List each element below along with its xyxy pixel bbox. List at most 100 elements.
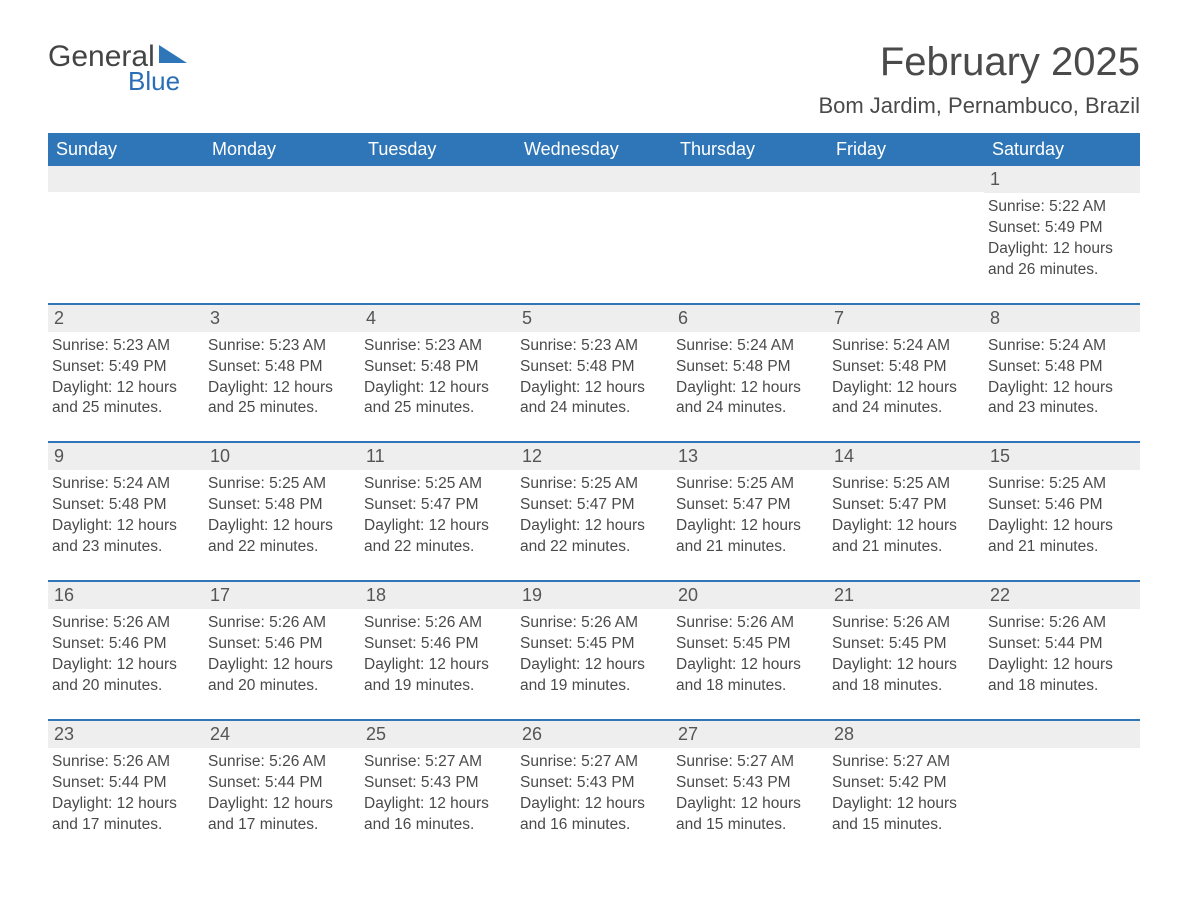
sunrise-text: Sunrise: 5:26 AM [52, 613, 198, 634]
day-cell [672, 166, 828, 285]
day-number: 23 [48, 721, 204, 748]
sunset-text: Sunset: 5:46 PM [208, 634, 354, 655]
day-content: Sunrise: 5:26 AMSunset: 5:45 PMDaylight:… [672, 609, 828, 701]
sunrise-text: Sunrise: 5:26 AM [676, 613, 822, 634]
week-row: 1Sunrise: 5:22 AMSunset: 5:49 PMDaylight… [48, 166, 1140, 285]
day-content: Sunrise: 5:25 AMSunset: 5:48 PMDaylight:… [204, 470, 360, 562]
sunrise-text: Sunrise: 5:23 AM [208, 336, 354, 357]
day-content: Sunrise: 5:26 AMSunset: 5:46 PMDaylight:… [204, 609, 360, 701]
sunrise-text: Sunrise: 5:23 AM [364, 336, 510, 357]
day-number: 5 [516, 305, 672, 332]
daylight-text: Daylight: 12 hours and 16 minutes. [520, 794, 666, 836]
sunrise-text: Sunrise: 5:24 AM [832, 336, 978, 357]
empty-day [516, 166, 672, 192]
title-block: February 2025 Bom Jardim, Pernambuco, Br… [818, 40, 1140, 119]
sunset-text: Sunset: 5:46 PM [52, 634, 198, 655]
month-title: February 2025 [818, 40, 1140, 85]
sunrise-text: Sunrise: 5:26 AM [208, 613, 354, 634]
sunrise-text: Sunrise: 5:25 AM [520, 474, 666, 495]
sunrise-text: Sunrise: 5:26 AM [988, 613, 1134, 634]
header: General Blue February 2025 Bom Jardim, P… [48, 40, 1140, 119]
day-number: 19 [516, 582, 672, 609]
day-number: 25 [360, 721, 516, 748]
day-number: 28 [828, 721, 984, 748]
day-number: 3 [204, 305, 360, 332]
day-content: Sunrise: 5:26 AMSunset: 5:44 PMDaylight:… [204, 748, 360, 840]
week-row: 9Sunrise: 5:24 AMSunset: 5:48 PMDaylight… [48, 441, 1140, 562]
sunset-text: Sunset: 5:44 PM [208, 773, 354, 794]
day-content: Sunrise: 5:26 AMSunset: 5:46 PMDaylight:… [360, 609, 516, 701]
weeks-container: 1Sunrise: 5:22 AMSunset: 5:49 PMDaylight… [48, 166, 1140, 839]
day-content: Sunrise: 5:27 AMSunset: 5:43 PMDaylight:… [672, 748, 828, 840]
day-cell: 23Sunrise: 5:26 AMSunset: 5:44 PMDayligh… [48, 721, 204, 840]
empty-day [672, 166, 828, 192]
weekday-tuesday: Tuesday [360, 133, 516, 166]
sunset-text: Sunset: 5:46 PM [364, 634, 510, 655]
sunrise-text: Sunrise: 5:27 AM [832, 752, 978, 773]
day-number: 12 [516, 443, 672, 470]
daylight-text: Daylight: 12 hours and 24 minutes. [676, 378, 822, 420]
day-cell: 11Sunrise: 5:25 AMSunset: 5:47 PMDayligh… [360, 443, 516, 562]
sunrise-text: Sunrise: 5:26 AM [520, 613, 666, 634]
daylight-text: Daylight: 12 hours and 18 minutes. [676, 655, 822, 697]
logo: General Blue [48, 40, 187, 97]
day-cell [204, 166, 360, 285]
sunrise-text: Sunrise: 5:24 AM [676, 336, 822, 357]
sunset-text: Sunset: 5:43 PM [520, 773, 666, 794]
sunrise-text: Sunrise: 5:27 AM [364, 752, 510, 773]
sunrise-text: Sunrise: 5:26 AM [364, 613, 510, 634]
daylight-text: Daylight: 12 hours and 15 minutes. [832, 794, 978, 836]
sunset-text: Sunset: 5:43 PM [364, 773, 510, 794]
sunset-text: Sunset: 5:49 PM [988, 218, 1134, 239]
day-cell: 19Sunrise: 5:26 AMSunset: 5:45 PMDayligh… [516, 582, 672, 701]
day-number: 24 [204, 721, 360, 748]
sunset-text: Sunset: 5:48 PM [364, 357, 510, 378]
day-cell: 1Sunrise: 5:22 AMSunset: 5:49 PMDaylight… [984, 166, 1140, 285]
day-cell: 15Sunrise: 5:25 AMSunset: 5:46 PMDayligh… [984, 443, 1140, 562]
logo-triangle-icon [159, 45, 187, 68]
day-content: Sunrise: 5:27 AMSunset: 5:43 PMDaylight:… [516, 748, 672, 840]
sunset-text: Sunset: 5:47 PM [676, 495, 822, 516]
day-content: Sunrise: 5:22 AMSunset: 5:49 PMDaylight:… [984, 193, 1140, 285]
daylight-text: Daylight: 12 hours and 24 minutes. [520, 378, 666, 420]
day-cell: 7Sunrise: 5:24 AMSunset: 5:48 PMDaylight… [828, 305, 984, 424]
weekday-thursday: Thursday [672, 133, 828, 166]
daylight-text: Daylight: 12 hours and 25 minutes. [208, 378, 354, 420]
daylight-text: Daylight: 12 hours and 26 minutes. [988, 239, 1134, 281]
daylight-text: Daylight: 12 hours and 17 minutes. [208, 794, 354, 836]
day-content: Sunrise: 5:23 AMSunset: 5:48 PMDaylight:… [516, 332, 672, 424]
day-content: Sunrise: 5:23 AMSunset: 5:48 PMDaylight:… [204, 332, 360, 424]
daylight-text: Daylight: 12 hours and 19 minutes. [364, 655, 510, 697]
sunrise-text: Sunrise: 5:25 AM [832, 474, 978, 495]
daylight-text: Daylight: 12 hours and 20 minutes. [208, 655, 354, 697]
day-cell: 14Sunrise: 5:25 AMSunset: 5:47 PMDayligh… [828, 443, 984, 562]
day-cell: 9Sunrise: 5:24 AMSunset: 5:48 PMDaylight… [48, 443, 204, 562]
sunrise-text: Sunrise: 5:25 AM [208, 474, 354, 495]
day-content: Sunrise: 5:23 AMSunset: 5:49 PMDaylight:… [48, 332, 204, 424]
day-cell: 18Sunrise: 5:26 AMSunset: 5:46 PMDayligh… [360, 582, 516, 701]
week-row: 2Sunrise: 5:23 AMSunset: 5:49 PMDaylight… [48, 303, 1140, 424]
daylight-text: Daylight: 12 hours and 21 minutes. [832, 516, 978, 558]
sunrise-text: Sunrise: 5:23 AM [520, 336, 666, 357]
day-cell [360, 166, 516, 285]
day-cell: 26Sunrise: 5:27 AMSunset: 5:43 PMDayligh… [516, 721, 672, 840]
sunrise-text: Sunrise: 5:26 AM [832, 613, 978, 634]
sunrise-text: Sunrise: 5:25 AM [676, 474, 822, 495]
day-number: 7 [828, 305, 984, 332]
empty-day [48, 166, 204, 192]
day-number: 1 [984, 166, 1140, 193]
daylight-text: Daylight: 12 hours and 21 minutes. [676, 516, 822, 558]
empty-day [984, 721, 1140, 748]
daylight-text: Daylight: 12 hours and 20 minutes. [52, 655, 198, 697]
daylight-text: Daylight: 12 hours and 22 minutes. [208, 516, 354, 558]
sunset-text: Sunset: 5:48 PM [52, 495, 198, 516]
day-cell [516, 166, 672, 285]
day-cell: 13Sunrise: 5:25 AMSunset: 5:47 PMDayligh… [672, 443, 828, 562]
empty-day [360, 166, 516, 192]
weekday-wednesday: Wednesday [516, 133, 672, 166]
day-number: 20 [672, 582, 828, 609]
day-content: Sunrise: 5:24 AMSunset: 5:48 PMDaylight:… [48, 470, 204, 562]
day-number: 8 [984, 305, 1140, 332]
day-content: Sunrise: 5:24 AMSunset: 5:48 PMDaylight:… [984, 332, 1140, 424]
daylight-text: Daylight: 12 hours and 16 minutes. [364, 794, 510, 836]
